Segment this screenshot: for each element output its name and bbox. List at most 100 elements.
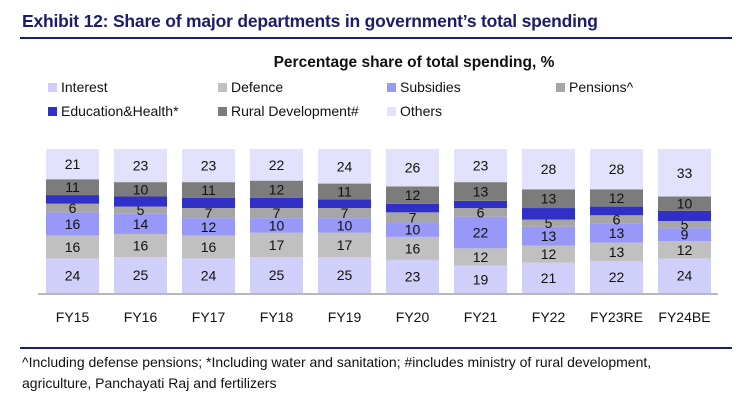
data-label-interest: 25 bbox=[269, 267, 285, 283]
data-label-interest: 19 bbox=[473, 271, 489, 287]
bar-segment-subsidies bbox=[454, 216, 507, 249]
bar-segment-interest bbox=[46, 258, 99, 293]
bar-segment-others bbox=[114, 149, 167, 183]
bar-segment-interest bbox=[522, 262, 575, 293]
data-label-subsidies: 10 bbox=[405, 222, 421, 238]
legend-label: Pensions^ bbox=[569, 79, 634, 95]
bar-segment-interest bbox=[386, 259, 439, 293]
bar-segment-defence bbox=[522, 245, 575, 263]
bar-segment-defence bbox=[318, 232, 371, 257]
bar-segment-others bbox=[658, 149, 711, 197]
legend-swatch-others bbox=[387, 106, 396, 116]
bar-segment-others bbox=[46, 149, 99, 180]
legend-swatch-pensions bbox=[556, 82, 565, 92]
bar-segment-defence bbox=[182, 235, 235, 259]
data-label-subsidies: 22 bbox=[473, 225, 489, 241]
data-label-subsidies: 16 bbox=[65, 216, 81, 232]
bar-segment-others bbox=[250, 149, 303, 181]
data-label-subsidies: 13 bbox=[541, 228, 557, 244]
bar-segment-pensions bbox=[114, 206, 167, 214]
data-label-pensions: 5 bbox=[681, 217, 689, 233]
footnote-line-1: ^Including defense pensions; *Including … bbox=[22, 354, 652, 370]
x-tick-label: FY23RE bbox=[590, 309, 643, 325]
bar-segment-defence bbox=[658, 241, 711, 259]
legend-item-subsidies: Subsidies bbox=[387, 79, 461, 95]
bar-segment-rural-development bbox=[386, 186, 439, 204]
data-label-defence: 12 bbox=[677, 242, 693, 258]
data-label-defence: 16 bbox=[65, 239, 81, 255]
data-label-others: 26 bbox=[405, 160, 421, 176]
data-label-pensions: 6 bbox=[477, 204, 485, 220]
data-label-interest: 22 bbox=[609, 269, 625, 285]
data-label-rural-development: 11 bbox=[337, 183, 352, 199]
bar-segment-rural-development bbox=[522, 189, 575, 209]
bar-segment-education-health bbox=[454, 200, 507, 209]
x-tick-label: FY20 bbox=[396, 309, 430, 325]
data-label-defence: 13 bbox=[609, 244, 625, 260]
bar-segment-rural-development bbox=[114, 182, 167, 197]
bar-segment-subsidies bbox=[386, 222, 439, 237]
data-label-others: 21 bbox=[65, 156, 81, 172]
legend-item-others: Others bbox=[387, 103, 442, 119]
legend-label: Rural Development# bbox=[231, 103, 359, 119]
bar-segment-pensions bbox=[386, 212, 439, 223]
bar-segment-subsidies bbox=[590, 223, 643, 243]
bar-segment-defence bbox=[46, 235, 99, 259]
data-label-others: 28 bbox=[541, 161, 557, 177]
data-label-rural-development: 10 bbox=[677, 196, 693, 212]
data-label-pensions: 7 bbox=[273, 205, 281, 221]
bar-segment-education-health bbox=[658, 210, 711, 221]
bar-segment-pensions bbox=[250, 208, 303, 219]
bar-segment-pensions bbox=[182, 208, 235, 219]
bar-segment-subsidies bbox=[522, 226, 575, 246]
title-divider bbox=[20, 37, 732, 39]
bar-segment-interest bbox=[318, 257, 371, 293]
data-label-interest: 23 bbox=[405, 268, 421, 284]
bar-segment-defence bbox=[114, 233, 167, 257]
bar-fy19: 25 17 107 11 24 bbox=[318, 149, 371, 293]
bar-fy20: 23 16 107 12 26 bbox=[386, 149, 439, 293]
data-label-subsidies: 10 bbox=[269, 217, 285, 233]
legend-item-rural-development: Rural Development# bbox=[218, 103, 359, 119]
data-label-pensions: 6 bbox=[613, 212, 621, 228]
footnote: ^Including defense pensions; *Including … bbox=[22, 352, 742, 394]
data-label-others: 23 bbox=[133, 158, 149, 174]
bar-segment-subsidies bbox=[46, 212, 99, 236]
legend-item-defence: Defence bbox=[218, 79, 283, 95]
bar-segment-interest bbox=[250, 257, 303, 293]
x-tick-label: FY17 bbox=[192, 309, 226, 325]
bar-segment-rural-development bbox=[318, 183, 371, 200]
data-label-interest: 25 bbox=[337, 267, 353, 283]
data-label-interest: 24 bbox=[201, 268, 217, 284]
legend-label: Education&Health* bbox=[61, 103, 179, 119]
bar-segment-pensions bbox=[658, 221, 711, 229]
data-label-others: 28 bbox=[609, 161, 625, 177]
x-tick-label: FY22 bbox=[532, 309, 566, 325]
data-label-interest: 25 bbox=[133, 267, 149, 283]
data-label-pensions: 6 bbox=[69, 200, 77, 216]
data-label-pensions: 7 bbox=[205, 205, 213, 221]
bar-segment-rural-development bbox=[46, 179, 99, 196]
bar-segment-defence bbox=[454, 248, 507, 266]
data-label-defence: 12 bbox=[541, 246, 557, 262]
data-label-pensions: 7 bbox=[341, 205, 349, 221]
bar-segment-rural-development bbox=[590, 189, 643, 207]
exhibit-title: Exhibit 12: Share of major departments i… bbox=[22, 11, 598, 31]
bar-segment-education-health bbox=[522, 208, 575, 220]
legend-swatch-subsidies bbox=[387, 82, 396, 92]
legend-item-education-health: Education&Health* bbox=[48, 103, 179, 119]
bar-segment-subsidies bbox=[250, 218, 303, 233]
bar-segment-rural-development bbox=[658, 196, 711, 211]
data-label-defence: 17 bbox=[269, 237, 285, 253]
data-label-others: 33 bbox=[677, 165, 693, 181]
stacked-bar-chart: 24161661121FY1525161451023FY162416127112… bbox=[38, 149, 718, 325]
legend-label: Others bbox=[400, 103, 443, 119]
bar-segment-interest bbox=[182, 258, 235, 293]
bar-segment-interest bbox=[590, 261, 643, 293]
data-label-rural-development: 11 bbox=[65, 179, 80, 195]
bar-segment-pensions bbox=[522, 219, 575, 227]
x-tick-label: FY24BE bbox=[658, 309, 710, 325]
data-label-others: 23 bbox=[473, 158, 489, 174]
